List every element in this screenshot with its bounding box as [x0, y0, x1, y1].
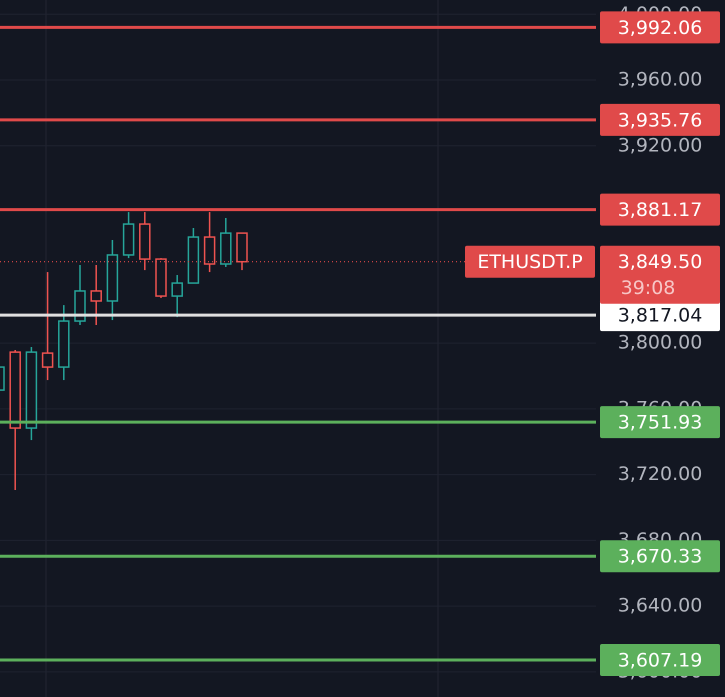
y-tick-label: 3,800.00 [618, 332, 703, 354]
candle-body [171, 282, 183, 297]
level-label: 3,817.04 [618, 305, 703, 327]
level-label: 3,751.93 [618, 412, 703, 434]
candle-body [9, 351, 21, 429]
level-label-box [600, 193, 720, 226]
level-label-box [600, 103, 720, 136]
candle-body [122, 223, 135, 256]
symbol-label: ETHUSDT.P [477, 251, 582, 273]
candle-body [58, 320, 70, 368]
y-tick-label: 3,920.00 [618, 134, 703, 156]
level-label: 3,607.19 [618, 650, 703, 672]
level-label-box [600, 644, 720, 677]
level-label: 3,881.17 [618, 199, 703, 221]
y-tick-label: 3,960.00 [618, 69, 703, 91]
candle-body [139, 223, 151, 260]
candle-body [220, 232, 232, 265]
level-label: 3,992.06 [618, 17, 703, 39]
level-label-box [600, 540, 720, 573]
candle-body [203, 236, 216, 265]
symbol-label-box [465, 245, 595, 278]
candle-body [0, 366, 5, 391]
level-label: 3,670.33 [618, 546, 703, 568]
price-label: 3,849.50 [618, 251, 703, 273]
candle-body [236, 232, 248, 263]
y-tick-label: 3,720.00 [618, 463, 703, 485]
candle-body [41, 352, 54, 368]
level-label: 3,935.76 [618, 109, 703, 131]
candle-body [106, 254, 119, 302]
y-tick-label: 3,640.00 [618, 595, 703, 617]
candle-body [74, 290, 86, 322]
candle-body [155, 258, 167, 297]
price-label-box [600, 245, 720, 304]
candle-body [187, 236, 200, 284]
candle-body [90, 290, 102, 302]
level-label-box [600, 406, 720, 439]
level-label-box [600, 11, 720, 44]
candle-body [25, 351, 38, 429]
countdown-label: 39:08 [621, 277, 676, 299]
level-label-box [600, 299, 720, 332]
